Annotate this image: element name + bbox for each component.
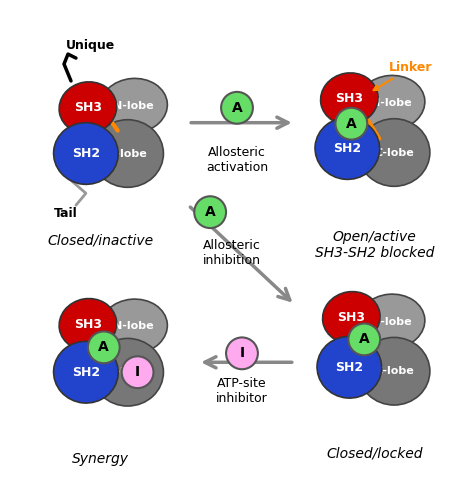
Circle shape bbox=[88, 332, 120, 363]
Circle shape bbox=[226, 337, 258, 369]
Text: SH2: SH2 bbox=[72, 147, 100, 160]
Text: A: A bbox=[99, 340, 109, 354]
Text: N-lobe: N-lobe bbox=[113, 101, 154, 111]
Text: A: A bbox=[205, 205, 216, 219]
Circle shape bbox=[336, 108, 367, 140]
Ellipse shape bbox=[358, 119, 430, 186]
Ellipse shape bbox=[92, 338, 164, 406]
Text: SH2: SH2 bbox=[333, 142, 361, 155]
Text: Tail: Tail bbox=[54, 207, 78, 220]
Ellipse shape bbox=[54, 123, 118, 184]
Text: SH3: SH3 bbox=[74, 101, 102, 114]
Text: Synergy: Synergy bbox=[73, 452, 129, 466]
Text: Closed/inactive: Closed/inactive bbox=[48, 233, 154, 247]
Text: SH3: SH3 bbox=[335, 92, 364, 105]
Ellipse shape bbox=[54, 341, 118, 403]
Text: N-lobe: N-lobe bbox=[371, 98, 411, 108]
Ellipse shape bbox=[323, 292, 380, 344]
Text: ATP-site
inhibitor: ATP-site inhibitor bbox=[216, 377, 268, 405]
Ellipse shape bbox=[358, 337, 430, 405]
Text: Closed/locked: Closed/locked bbox=[326, 447, 422, 461]
Text: A: A bbox=[359, 333, 370, 347]
Ellipse shape bbox=[59, 299, 117, 350]
Text: I: I bbox=[135, 365, 140, 379]
Text: C-lobe: C-lobe bbox=[108, 367, 147, 377]
Text: I: I bbox=[239, 347, 245, 360]
Circle shape bbox=[122, 356, 154, 388]
Text: N-lobe: N-lobe bbox=[113, 322, 154, 332]
Text: A: A bbox=[346, 117, 357, 131]
Circle shape bbox=[348, 324, 380, 355]
Ellipse shape bbox=[59, 82, 117, 134]
Text: Allosteric
inhibition: Allosteric inhibition bbox=[203, 239, 261, 267]
Text: N-lobe: N-lobe bbox=[371, 316, 411, 326]
Text: SH2: SH2 bbox=[335, 361, 364, 374]
Ellipse shape bbox=[320, 73, 378, 125]
Ellipse shape bbox=[317, 336, 382, 398]
Ellipse shape bbox=[357, 294, 425, 349]
Ellipse shape bbox=[100, 299, 167, 354]
Ellipse shape bbox=[357, 75, 425, 130]
Text: SH3: SH3 bbox=[337, 311, 365, 324]
Circle shape bbox=[194, 196, 226, 228]
Text: Linker: Linker bbox=[374, 61, 433, 90]
Text: SH3: SH3 bbox=[74, 318, 102, 331]
Text: Unique: Unique bbox=[66, 39, 116, 52]
Circle shape bbox=[221, 92, 253, 124]
Ellipse shape bbox=[315, 118, 380, 180]
Text: C-lobe: C-lobe bbox=[374, 366, 414, 376]
Text: Allosteric
activation: Allosteric activation bbox=[206, 145, 268, 174]
Text: Open/active
SH3-SH2 blocked: Open/active SH3-SH2 blocked bbox=[315, 230, 434, 260]
Text: SH2: SH2 bbox=[72, 366, 100, 379]
Text: C-lobe: C-lobe bbox=[374, 147, 414, 157]
Text: C-lobe: C-lobe bbox=[108, 148, 147, 158]
Ellipse shape bbox=[100, 78, 167, 133]
Ellipse shape bbox=[92, 120, 164, 187]
Text: A: A bbox=[232, 101, 242, 115]
